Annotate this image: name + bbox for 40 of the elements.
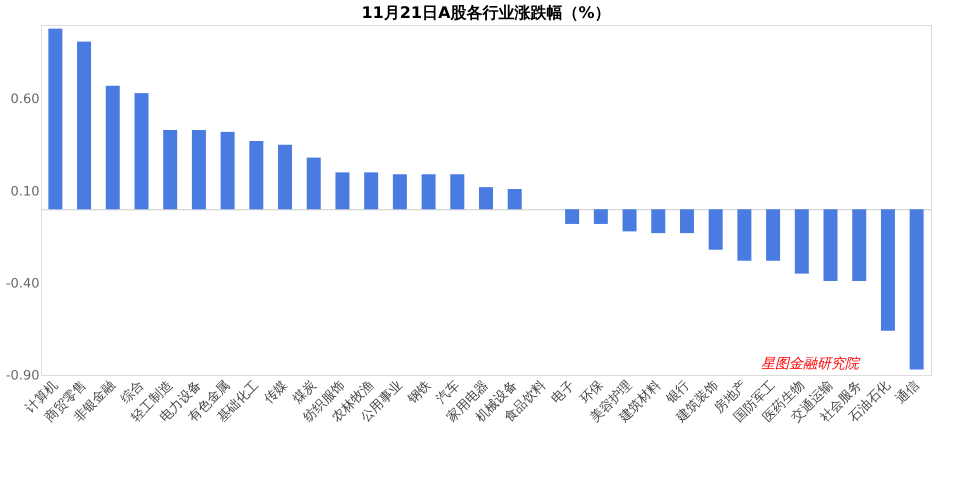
bar [48,28,62,210]
bar [163,130,178,210]
bar [622,209,637,232]
bar [220,132,235,210]
bar [910,209,924,370]
bar [680,209,694,234]
bar [392,174,407,210]
x-tick-label: 电子 [548,378,578,408]
bar [508,188,522,210]
bar [565,209,580,224]
bar [192,130,206,210]
bar [794,209,809,274]
x-tick-label: 传媒 [262,378,291,408]
bar [594,209,608,224]
y-tick-label: 0.10 [10,184,40,200]
bar [106,86,120,210]
x-tick-label: 通信 [893,378,922,408]
bar [450,174,464,210]
bar [335,172,350,210]
y-tick-label: -0.90 [6,368,40,384]
bar [737,209,752,261]
bar [364,172,378,210]
bar [880,209,895,331]
bar [422,174,436,210]
bar [766,209,780,261]
bar [824,209,838,282]
x-tick-label: 钢铁 [404,378,434,408]
bar [134,93,148,210]
bar [278,144,292,210]
bar [306,158,321,210]
bar [479,187,493,210]
y-tick-label: 0.60 [10,92,40,108]
bar [852,209,866,282]
bar [77,42,92,210]
chart-title: 11月21日A股各行业涨跌幅（%） [362,3,610,22]
bar [708,209,723,250]
annotation: 星图金融研究院 [761,356,862,372]
bar [249,141,264,210]
bar [651,209,666,234]
y-tick-label: -0.40 [6,276,40,292]
